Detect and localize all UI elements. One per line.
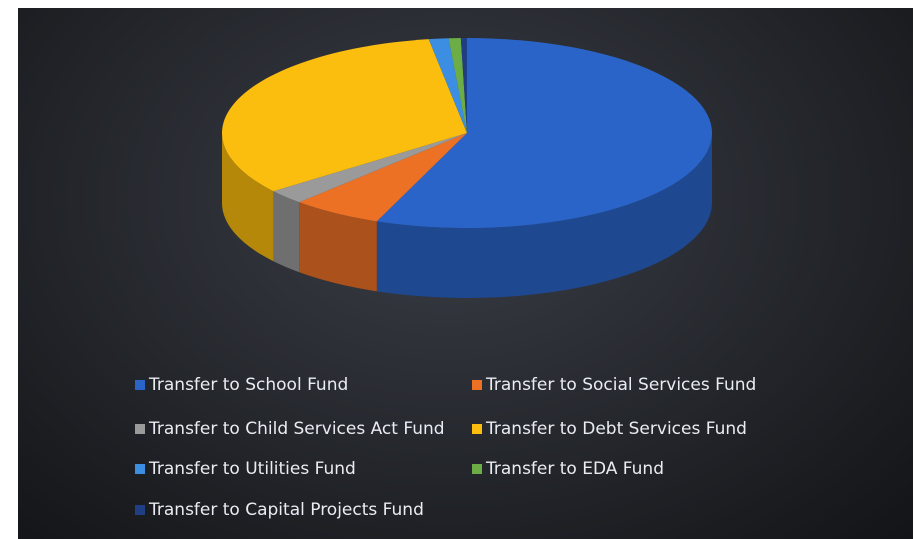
- pie-slice-4: Transfer to Debt Services Fund: [222, 39, 467, 192]
- legend-swatch: [135, 464, 145, 474]
- pie-side-1: [376, 133, 712, 298]
- legend-item: Transfer to School Fund: [135, 375, 348, 395]
- pie-slice-3: Transfer to Child Services Act Fund: [273, 133, 467, 203]
- legend-label: Transfer to Debt Services Fund: [486, 419, 747, 439]
- legend-swatch: [135, 505, 145, 515]
- pie-slice-6: Transfer to EDA Fund: [448, 38, 467, 134]
- legend-label: Transfer to Utilities Fund: [149, 459, 356, 479]
- legend-label: Transfer to EDA Fund: [486, 459, 664, 479]
- pie-side-4: [222, 133, 274, 262]
- legend-swatch: [135, 424, 145, 434]
- chart-area: Transfer to School Fund Transfer to Socia…: [18, 8, 913, 539]
- pie-side-2: [299, 202, 377, 292]
- legend-item: Transfer to Capital Projects Fund: [135, 500, 424, 520]
- pie-slice-7: Transfer to Capital Projects Fund: [460, 38, 467, 133]
- legend-label: Transfer to Child Services Act Fund: [149, 419, 445, 439]
- legend-item: Transfer to Utilities Fund: [135, 459, 356, 479]
- pie-side-3: [273, 191, 300, 273]
- legend-swatch: [135, 380, 145, 390]
- legend-swatch: [472, 464, 482, 474]
- pie-slice-2: Transfer to Social Services Fund: [299, 133, 467, 222]
- legend-item: Transfer to EDA Fund: [472, 459, 664, 479]
- legend-item: Transfer to Social Services Fund: [472, 375, 756, 395]
- legend-label: Transfer to School Fund: [149, 375, 349, 395]
- pie-slice-1: Transfer to School Fund: [376, 38, 712, 228]
- pie-slice-5: Transfer to Utilities Fund: [428, 38, 467, 133]
- legend-swatch: [472, 424, 482, 434]
- legend-item: Transfer to Child Services Act Fund: [135, 419, 445, 439]
- legend-label: Transfer to Social Services Fund: [486, 375, 757, 395]
- legend-item: Transfer to Debt Services Fund: [472, 419, 747, 439]
- legend-label: Transfer to Capital Projects Fund: [149, 500, 424, 520]
- legend-swatch: [472, 380, 482, 390]
